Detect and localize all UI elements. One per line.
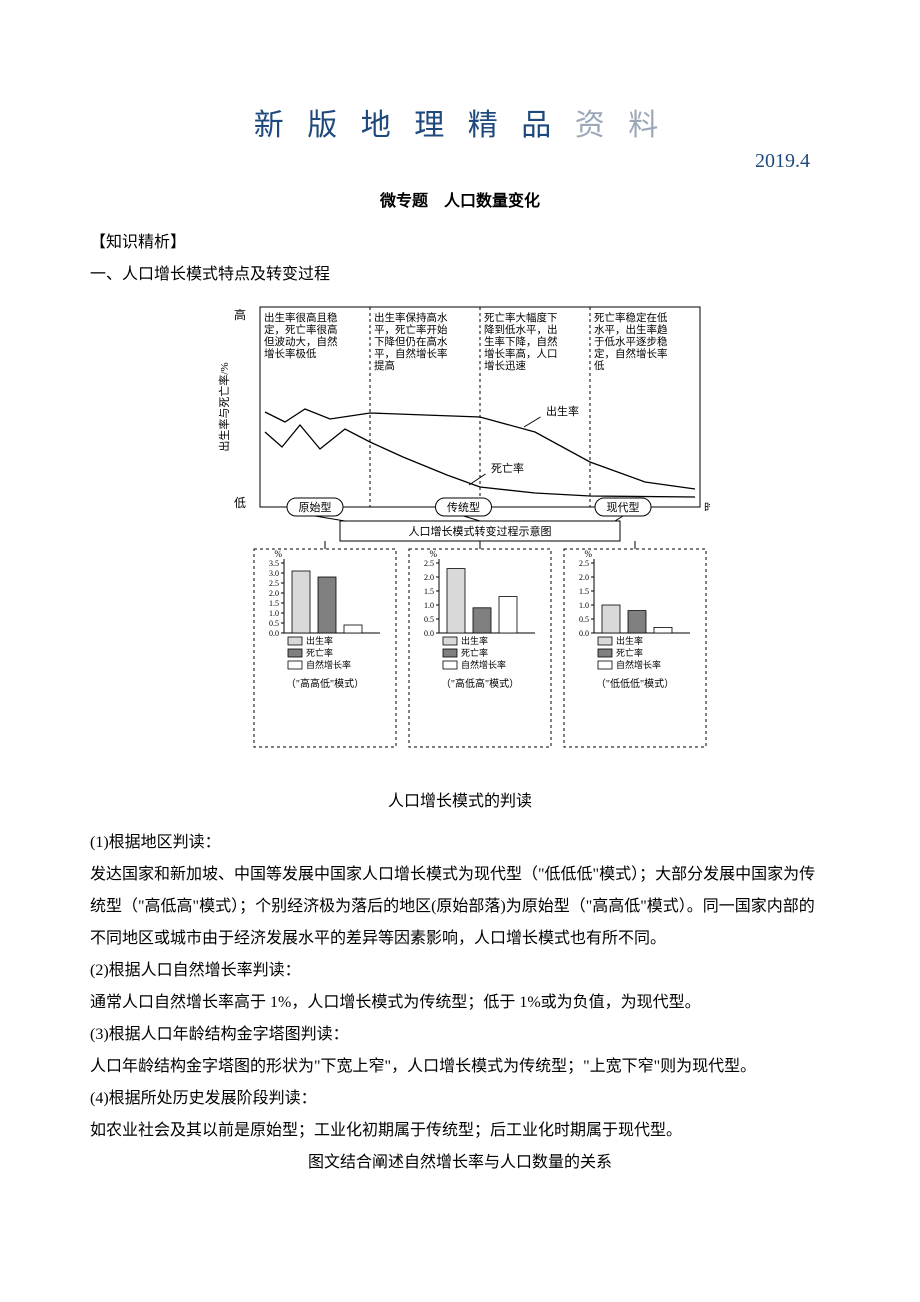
paragraph: (2)根据人口自然增长率判读：: [90, 955, 830, 987]
svg-text:（"低低低"模式）: （"低低低"模式）: [596, 677, 674, 690]
svg-text:0.0: 0.0: [579, 629, 589, 638]
title-blue: 新 版 地 理 精 品: [254, 109, 560, 142]
svg-text:时间: 时间: [704, 501, 710, 514]
svg-text:降到低水平，出: 降到低水平，出: [484, 323, 558, 336]
svg-text:增长迅速: 增长迅速: [484, 359, 526, 372]
paragraph: 发达国家和新加坡、中国等发展中国家人口增长模式为现代型（"低低低"模式）；大部分…: [90, 859, 830, 955]
svg-text:2.5: 2.5: [269, 579, 279, 588]
svg-text:死亡率: 死亡率: [461, 647, 488, 658]
paragraph: 人口年龄结构金字塔图的形状为"下宽上窄"，人口增长模式为传统型；"上宽下窄"则为…: [90, 1051, 830, 1083]
sub-title: 微专题 人口数量变化: [90, 187, 830, 211]
svg-text:死亡率: 死亡率: [306, 647, 333, 658]
svg-text:2.0: 2.0: [424, 573, 434, 582]
paragraph: 通常人口自然增长率高于 1%，人口增长模式为传统型；低于 1%或为负值，为现代型…: [90, 987, 830, 1019]
svg-text:%: %: [585, 549, 593, 559]
svg-text:出生率: 出生率: [616, 635, 643, 646]
paragraph: 如农业社会及其以前是原始型；工业化初期属于传统型；后工业化时期属于现代型。: [90, 1115, 830, 1147]
svg-text:0.5: 0.5: [269, 619, 279, 628]
svg-text:水平，出生率趋: 水平，出生率趋: [594, 323, 668, 336]
svg-text:2.5: 2.5: [424, 559, 434, 568]
svg-text:1.0: 1.0: [269, 609, 279, 618]
svg-text:死亡率大幅度下: 死亡率大幅度下: [484, 311, 558, 324]
svg-text:1.0: 1.0: [424, 601, 434, 610]
growth-model-diagram: 高低出生率与死亡率/%时间出生率很高且稳定，死亡率很高但波动大，自然增长率极低出…: [210, 297, 710, 777]
section-label: 【知识精析】: [90, 227, 830, 259]
svg-text:定，死亡率很高: 定，死亡率很高: [264, 323, 338, 336]
svg-text:（"高高低"模式）: （"高高低"模式）: [286, 677, 364, 690]
svg-text:2.5: 2.5: [579, 559, 589, 568]
svg-text:3.5: 3.5: [269, 559, 279, 568]
svg-text:2.0: 2.0: [579, 573, 589, 582]
svg-text:定，自然增长率: 定，自然增长率: [594, 347, 668, 360]
svg-text:0.5: 0.5: [579, 615, 589, 624]
svg-text:低: 低: [594, 359, 605, 372]
svg-text:0.0: 0.0: [424, 629, 434, 638]
svg-text:出生率: 出生率: [546, 404, 579, 418]
svg-text:死亡率稳定在低: 死亡率稳定在低: [594, 311, 668, 324]
svg-text:增长率高，人口: 增长率高，人口: [484, 347, 558, 360]
svg-text:（"高低高"模式）: （"高低高"模式）: [441, 677, 519, 690]
svg-text:出生率: 出生率: [306, 635, 333, 646]
svg-text:2.0: 2.0: [269, 589, 279, 598]
svg-text:%: %: [430, 549, 438, 559]
svg-text:出生率与死亡率/%: 出生率与死亡率/%: [217, 362, 231, 451]
svg-text:于低水平逐步稳: 于低水平逐步稳: [594, 335, 668, 348]
date: 2019.4: [90, 150, 830, 173]
paragraph: (3)根据人口年龄结构金字塔图判读：: [90, 1019, 830, 1051]
svg-text:死亡率: 死亡率: [491, 461, 524, 475]
svg-text:人口增长模式转变过程示意图: 人口增长模式转变过程示意图: [409, 524, 552, 538]
svg-text:传统型: 传统型: [447, 500, 480, 514]
title-gray: 资 料: [559, 109, 666, 142]
svg-text:3.0: 3.0: [269, 569, 279, 578]
svg-text:平，死亡率开始: 平，死亡率开始: [374, 323, 448, 336]
svg-text:提高: 提高: [374, 359, 395, 372]
svg-text:死亡率: 死亡率: [616, 647, 643, 658]
svg-text:1.5: 1.5: [579, 587, 589, 596]
svg-text:0.5: 0.5: [424, 615, 434, 624]
svg-text:0.0: 0.0: [269, 629, 279, 638]
svg-text:原始型: 原始型: [299, 500, 332, 514]
svg-text:出生率保持高水: 出生率保持高水: [374, 311, 448, 324]
svg-text:低: 低: [234, 496, 246, 510]
svg-text:自然增长率: 自然增长率: [306, 659, 351, 670]
main-title: 新 版 地 理 精 品 资 料: [90, 100, 830, 144]
svg-text:1.0: 1.0: [579, 601, 589, 610]
svg-text:出生率很高且稳: 出生率很高且稳: [264, 311, 338, 324]
svg-text:1.5: 1.5: [269, 599, 279, 608]
svg-text:%: %: [275, 549, 283, 559]
centered-line: 图文结合阐述自然增长率与人口数量的关系: [90, 1147, 830, 1179]
svg-text:自然增长率: 自然增长率: [616, 659, 661, 670]
svg-text:现代型: 现代型: [607, 500, 640, 514]
diagram-caption: 人口增长模式的判读: [90, 787, 830, 811]
paragraph: (1)根据地区判读：: [90, 827, 830, 859]
svg-text:增长率极低: 增长率极低: [264, 347, 317, 360]
svg-text:但波动大，自然: 但波动大，自然: [264, 335, 338, 348]
svg-text:1.5: 1.5: [424, 587, 434, 596]
heading-1: 一、人口增长模式特点及转变过程: [90, 259, 830, 291]
svg-text:下降但仍在高水: 下降但仍在高水: [374, 335, 448, 348]
svg-text:出生率: 出生率: [461, 635, 488, 646]
svg-text:高: 高: [234, 307, 246, 322]
svg-text:自然增长率: 自然增长率: [461, 659, 506, 670]
svg-text:生率下降，自然: 生率下降，自然: [484, 335, 558, 348]
paragraph: (4)根据所处历史发展阶段判读：: [90, 1083, 830, 1115]
svg-text:平，自然增长率: 平，自然增长率: [374, 347, 448, 360]
